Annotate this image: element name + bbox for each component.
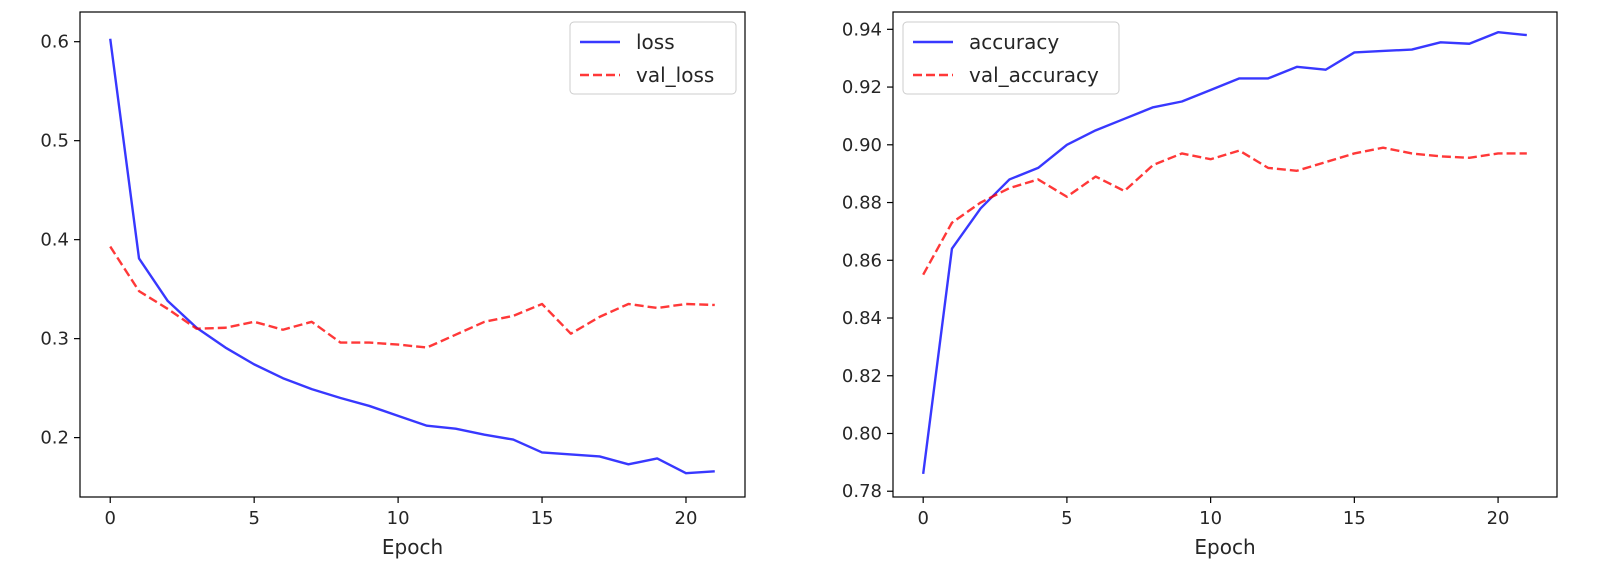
- x-tick-label: 10: [387, 508, 410, 529]
- x-tick-label: 5: [248, 508, 259, 529]
- legend-label: loss: [636, 30, 675, 54]
- series-line-loss: [109, 38, 715, 475]
- legend: loss val_loss: [569, 21, 737, 95]
- series-line-val-loss: [109, 245, 715, 349]
- x-tick-label: 0: [917, 508, 928, 529]
- legend: accuracy val_accuracy: [902, 21, 1120, 95]
- y-tick-label: 0.6: [40, 32, 69, 53]
- y-tick-label: 0.92: [842, 77, 882, 98]
- x-tick-label: 10: [1199, 508, 1222, 529]
- y-tick-label: 0.78: [842, 481, 882, 502]
- legend-label: accuracy: [969, 30, 1059, 54]
- legend-label: val_accuracy: [969, 63, 1099, 87]
- y-tick-label: 0.3: [40, 329, 69, 350]
- loss-chart: 0 5 10 15 20 0.2 0.3 0.4 0.5 0.6 Epoch loss val_loss: [40, 11, 746, 559]
- y-tick-label: 0.88: [842, 193, 882, 214]
- y-tick-label: 0.5: [40, 131, 69, 152]
- plot-frame: [79, 11, 746, 498]
- x-tick-label: 5: [1061, 508, 1072, 529]
- y-tick-label: 0.90: [842, 135, 882, 156]
- x-tick-label: 15: [1343, 508, 1366, 529]
- plot-frame: [892, 11, 1558, 498]
- y-tick-label: 0.2: [40, 428, 69, 449]
- series-line-accuracy: [921, 31, 1527, 475]
- y-tick-label: 0.86: [842, 250, 882, 271]
- x-tick-label: 20: [1487, 508, 1510, 529]
- y-tick-label: 0.82: [842, 366, 882, 387]
- legend-label: val_loss: [636, 63, 714, 87]
- x-axis-label: Epoch: [382, 535, 443, 559]
- y-tick-label: 0.4: [40, 230, 69, 251]
- accuracy-chart: 0 5 10 15 20 0.78 0.80 0.82 0.84 0.86 0.88 0.90 0.92…: [842, 11, 1558, 559]
- x-tick-label: 20: [675, 508, 698, 529]
- x-tick-label: 0: [105, 508, 116, 529]
- x-tick-label: 15: [531, 508, 554, 529]
- y-tick-label: 0.84: [842, 308, 882, 329]
- series-line-val-accuracy: [922, 146, 1527, 276]
- legend-box: [902, 21, 1120, 95]
- x-axis-label: Epoch: [1194, 535, 1255, 559]
- y-tick-label: 0.94: [842, 19, 882, 40]
- y-tick-label: 0.80: [842, 423, 882, 444]
